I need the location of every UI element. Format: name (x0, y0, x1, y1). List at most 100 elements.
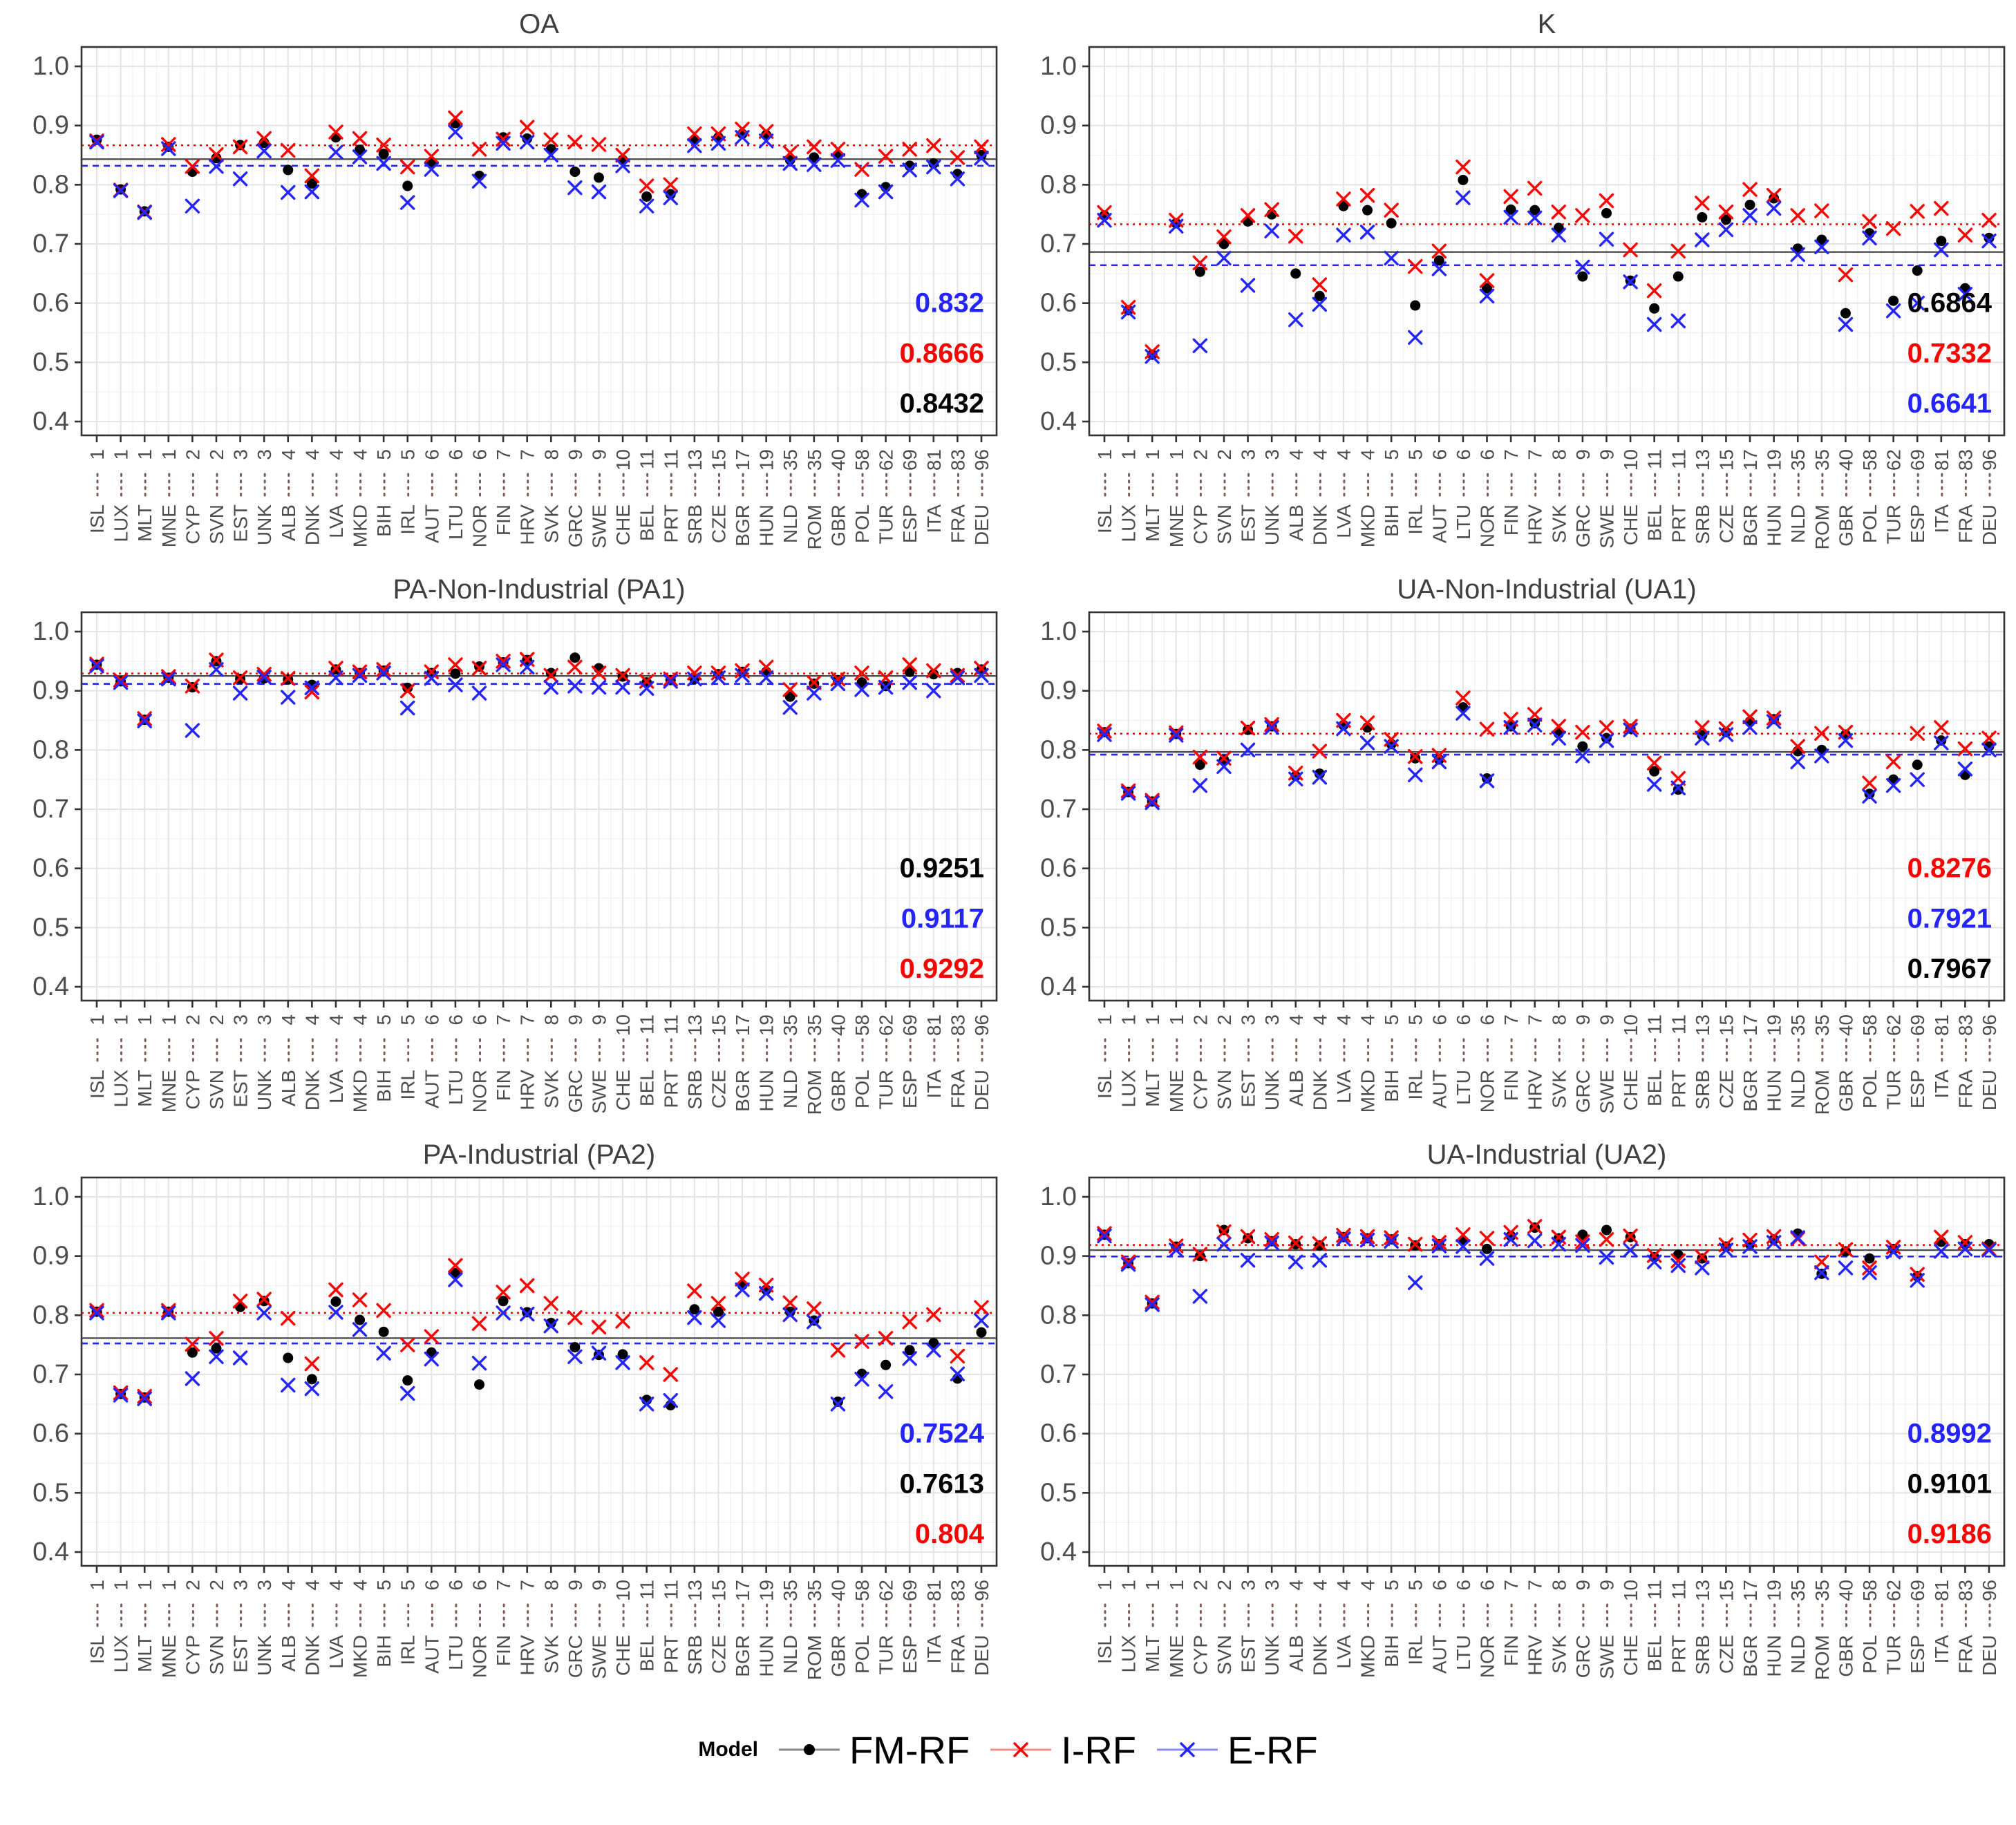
svg-text:35: 35 (1811, 1014, 1833, 1036)
x-tick-label: 2 SVN (1214, 1014, 1235, 1110)
x-tick-label: 4 ALB (1285, 1580, 1307, 1672)
x-tick-label: 2 CYP (182, 1014, 203, 1110)
x-tick-label: 1 ISL (86, 449, 108, 533)
y-tick-label: 0.7 (32, 229, 69, 258)
x-tick-label: 40 GBR (827, 1014, 849, 1112)
x-tick-label: 2 CYP (182, 449, 203, 545)
svg-text:TUR: TUR (876, 504, 897, 545)
svg-text:35: 35 (1811, 1580, 1833, 1601)
x-tick-label: 96 DEU (971, 1580, 992, 1676)
x-tick-label: 1 MLT (134, 449, 156, 542)
x-tick-label: 3 UNK (254, 449, 275, 545)
svg-text:GBR: GBR (1835, 504, 1856, 547)
svg-text:62: 62 (1883, 1580, 1905, 1601)
x-tick-label: 9 GRC (1572, 1580, 1594, 1678)
svg-text:MKD: MKD (1357, 504, 1379, 547)
svg-text:BGR: BGR (1740, 1070, 1761, 1112)
x-tick-label: 7 HRV (517, 1580, 538, 1676)
y-tick-label: 0.4 (32, 407, 69, 436)
x-tick-label: 19 HUN (1764, 449, 1785, 547)
series-i-rf (89, 1258, 989, 1404)
svg-text:1: 1 (1166, 1014, 1187, 1025)
svg-text:7: 7 (517, 1014, 538, 1025)
x-tick-label: 4 ALB (1285, 1014, 1307, 1106)
x-tick-label: 10 CHE (612, 1014, 634, 1110)
svg-text:96: 96 (971, 1014, 992, 1036)
svg-text:7: 7 (1525, 449, 1546, 460)
svg-text:4: 4 (350, 1580, 371, 1591)
y-tick-label: 0.7 (1040, 229, 1077, 258)
x-tick-label: 7 FIN (1500, 1580, 1522, 1666)
svg-text:13: 13 (1692, 1580, 1713, 1601)
svg-text:UNK: UNK (254, 504, 275, 545)
x-tick-label: 83 FRA (947, 1580, 968, 1674)
svg-text:83: 83 (1954, 1014, 1976, 1036)
svg-text:5: 5 (1405, 449, 1426, 460)
svg-text:NOR: NOR (469, 504, 491, 547)
svg-text:15: 15 (708, 1014, 729, 1036)
svg-text:69: 69 (1907, 449, 1928, 471)
x-tick-label: 1 LUX (1118, 1014, 1140, 1107)
svg-text:15: 15 (1715, 449, 1737, 471)
x-tick-label: 4 LVA (1333, 449, 1355, 538)
svg-text:6: 6 (1429, 449, 1450, 460)
x-tick-label: 6 AUT (421, 449, 442, 543)
svg-text:1: 1 (158, 1580, 180, 1591)
svg-text:62: 62 (1883, 449, 1905, 471)
x-tick-label: 96 DEU (971, 449, 992, 545)
x-tick-label: 11 BEL (1644, 449, 1666, 541)
series-fm-rf (1099, 702, 1995, 807)
x-tick-label: 3 UNK (254, 1014, 275, 1110)
svg-text:FRA: FRA (1954, 1635, 1976, 1674)
svg-text:4: 4 (278, 449, 299, 460)
svg-text:69: 69 (899, 449, 921, 471)
x-tick-label: 6 NOR (469, 1014, 491, 1113)
x-tick-label: 1 LUX (111, 1014, 132, 1107)
svg-text:1: 1 (111, 1014, 132, 1025)
svg-text:ROM: ROM (1811, 1635, 1833, 1680)
svg-text:LTU: LTU (445, 1070, 467, 1105)
svg-text:FRA: FRA (947, 1070, 968, 1108)
x-tick-label: 15 CZE (708, 1580, 729, 1674)
svg-text:9: 9 (588, 1014, 610, 1025)
mean-annotation: 0.7332 (1907, 338, 1992, 368)
y-tick-label: 0.6 (1040, 854, 1077, 883)
svg-text:SVN: SVN (1214, 1635, 1235, 1675)
x-tick-label: 1 MNE (158, 449, 180, 547)
svg-text:4: 4 (301, 1580, 323, 1591)
y-tick-label: 0.4 (32, 1538, 69, 1567)
x-tick-label: 5 IRL (1405, 449, 1426, 535)
svg-text:17: 17 (1740, 1014, 1761, 1036)
svg-text:BIH: BIH (1381, 1635, 1402, 1667)
svg-text:CZE: CZE (708, 504, 729, 543)
svg-text:19: 19 (1764, 1014, 1785, 1036)
series-e-rf (1097, 190, 1997, 364)
svg-text:6: 6 (469, 449, 491, 460)
svg-text:BEL: BEL (1644, 504, 1666, 541)
svg-text:11: 11 (637, 1580, 658, 1600)
svg-text:1: 1 (111, 449, 132, 460)
svg-text:BIH: BIH (373, 1635, 395, 1667)
svg-text:POL: POL (1859, 1635, 1881, 1674)
x-tick-label: 4 ALB (278, 449, 299, 541)
svg-text:MLT: MLT (134, 1635, 156, 1672)
svg-text:CZE: CZE (1715, 504, 1737, 543)
y-tick-label: 0.7 (32, 795, 69, 824)
svg-text:ISL: ISL (1094, 1070, 1115, 1099)
x-tick-label: 13 SRB (684, 449, 706, 545)
x-tick-label: 35 ROM (804, 449, 825, 549)
x-tick-label: 13 SRB (1692, 449, 1713, 545)
y-tick-label: 0.8 (32, 170, 69, 199)
svg-text:6: 6 (445, 1580, 467, 1591)
svg-text:2: 2 (182, 1014, 203, 1025)
svg-text:4: 4 (1357, 1014, 1379, 1025)
x-tick-label: 7 FIN (493, 1014, 514, 1101)
x-tick-label: 4 LVA (1333, 1580, 1355, 1669)
x-tick-label: 7 HRV (1525, 449, 1546, 545)
svg-text:SRB: SRB (1692, 504, 1713, 545)
series-e-rf (1097, 706, 1997, 811)
svg-text:81: 81 (923, 1014, 945, 1036)
svg-text:NLD: NLD (1787, 1635, 1809, 1674)
x-tick-label: 3 EST (1238, 1014, 1259, 1107)
x-tick-label: 9 SWE (588, 449, 610, 549)
